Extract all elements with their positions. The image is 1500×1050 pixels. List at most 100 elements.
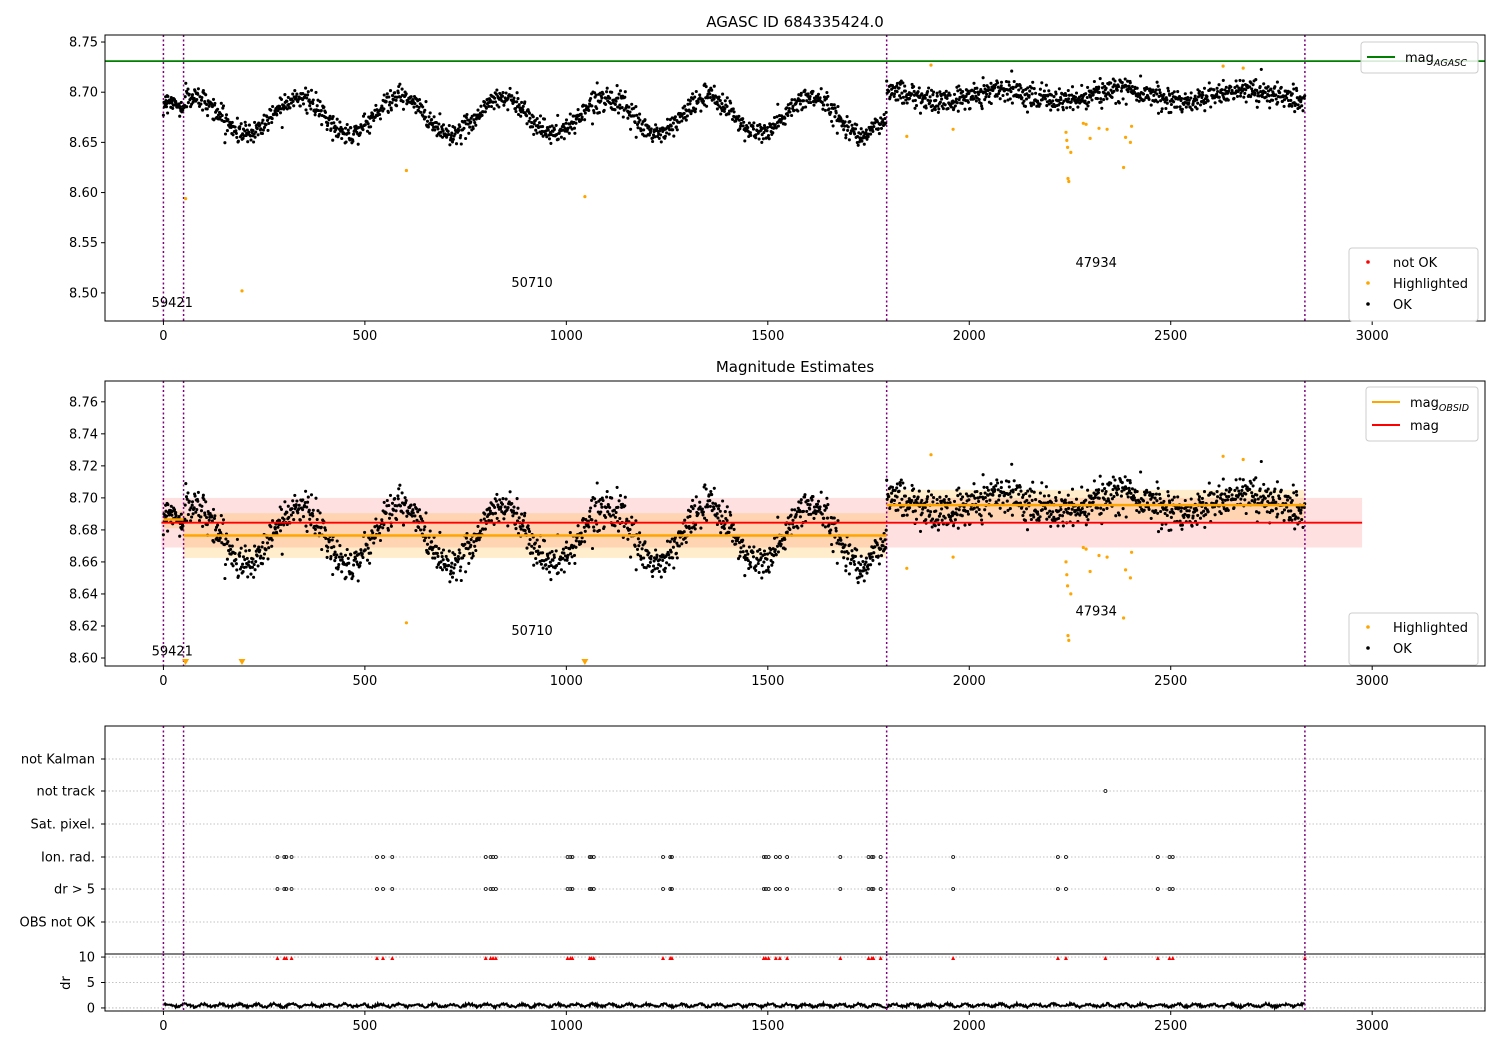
ok-point (1212, 492, 1216, 496)
ok-point (877, 562, 881, 566)
ok-point (912, 85, 916, 89)
ok-point (706, 505, 710, 509)
ok-point (358, 131, 362, 135)
ok-point (428, 529, 432, 533)
ok-point (347, 131, 351, 135)
ok-point (987, 94, 991, 99)
ok-point (703, 483, 707, 487)
ok-point (630, 102, 634, 106)
ok-point (751, 127, 756, 131)
ok-point (1059, 97, 1063, 101)
ok-point (319, 109, 323, 113)
ok-point (580, 536, 584, 540)
ok-point (1183, 92, 1187, 96)
ok-point (239, 546, 243, 550)
ok-point (752, 545, 756, 549)
ok-point (1239, 91, 1243, 95)
ok-point (693, 504, 697, 508)
ok-point (559, 135, 563, 139)
ok-point (600, 96, 604, 100)
ok-point (374, 103, 378, 107)
ok-point (1023, 519, 1028, 523)
ok-point (1111, 487, 1115, 492)
flag-marker (275, 887, 280, 891)
ok-point (1008, 492, 1012, 496)
ok-point (1036, 512, 1040, 516)
ok-point (329, 127, 333, 131)
ok-point (708, 92, 712, 96)
ok-point (651, 574, 655, 579)
ok-point (565, 558, 569, 562)
ok-point (262, 552, 267, 556)
ok-point (727, 530, 731, 534)
ok-point (228, 544, 232, 548)
ok-point (541, 566, 545, 570)
ok-point (1168, 510, 1172, 514)
ok-point (1172, 100, 1176, 104)
ok-point (425, 119, 430, 123)
ok-point (1275, 515, 1279, 519)
ok-point (571, 114, 575, 118)
ok-point (1202, 86, 1207, 90)
ok-point (1076, 105, 1080, 109)
ok-point (704, 85, 708, 89)
ok-point (201, 493, 205, 497)
ok-point (528, 537, 532, 542)
ok-point (1079, 100, 1083, 104)
ok-point (1217, 83, 1221, 87)
ok-point (694, 495, 698, 499)
ok-point (453, 563, 457, 567)
ok-point (454, 142, 459, 146)
ok-point (1116, 484, 1120, 488)
ok-point (1293, 527, 1297, 531)
ok-point (1183, 512, 1187, 516)
ok-point (353, 557, 358, 561)
ok-point (211, 97, 216, 101)
ok-point (260, 562, 265, 566)
ok-point (206, 114, 210, 118)
legend-label-sub: OBSID (1439, 403, 1469, 414)
ok-point (859, 127, 863, 131)
ok-point (1021, 513, 1025, 518)
ok-point (165, 102, 169, 106)
ok-point (270, 120, 274, 125)
ok-point (723, 510, 727, 514)
ok-point (684, 540, 688, 544)
ok-point (535, 117, 539, 121)
ok-point (328, 538, 332, 542)
ok-point (689, 530, 693, 534)
ok-point (1010, 101, 1014, 105)
ok-point (1296, 103, 1300, 107)
ok-point (447, 563, 451, 567)
ok-point (170, 513, 174, 517)
ok-point (386, 110, 390, 114)
ok-point (806, 94, 810, 98)
ok-point (1241, 485, 1245, 489)
ok-point (879, 116, 883, 120)
ok-point (340, 136, 344, 141)
ok-point (1020, 96, 1024, 100)
ok-point (680, 119, 684, 123)
ok-point (1156, 530, 1161, 534)
ok-point (1027, 94, 1031, 98)
ok-point (295, 92, 299, 96)
ok-point (698, 93, 702, 97)
ok-point (183, 95, 187, 99)
ok-point (1054, 499, 1058, 503)
ok-point (776, 102, 780, 106)
dr-capped-marker (289, 956, 294, 961)
ok-point (667, 553, 671, 557)
ok-point (901, 95, 905, 99)
ok-point (1229, 487, 1233, 491)
ok-point (424, 511, 428, 515)
legend-box (1360, 41, 1479, 74)
ok-point (205, 523, 209, 527)
ok-point (1137, 99, 1141, 103)
ok-point (195, 507, 199, 512)
ok-point (462, 553, 466, 558)
dr-capped-marker (483, 956, 488, 961)
ok-point (1282, 104, 1286, 108)
ok-point (161, 533, 165, 537)
flag-category-label: dr > 5 (54, 883, 95, 898)
ok-point (502, 517, 506, 521)
